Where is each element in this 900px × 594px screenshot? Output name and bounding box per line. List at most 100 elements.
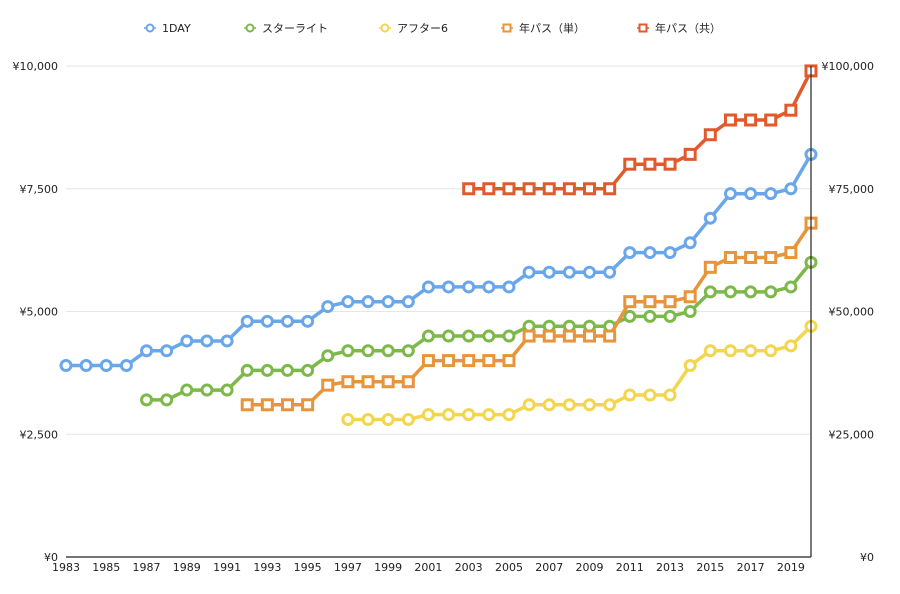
legend-label: 1DAY (162, 22, 191, 35)
data-point (663, 388, 677, 402)
data-point (361, 344, 375, 358)
data-point (301, 398, 315, 412)
data-point (341, 295, 355, 309)
data-point (462, 280, 476, 294)
series-line (247, 222, 813, 407)
data-point (160, 344, 174, 358)
data-point (280, 398, 294, 412)
data-point (623, 309, 637, 323)
data-point (723, 187, 737, 201)
data-point (764, 187, 778, 201)
data-point (200, 383, 214, 397)
x-tick-label: 1985 (92, 561, 120, 574)
data-point (522, 265, 536, 279)
data-point (160, 393, 174, 407)
data-point (341, 375, 355, 389)
data-point (744, 250, 758, 264)
right-tick-label: ¥100,000 (822, 60, 875, 73)
data-point (703, 260, 717, 274)
data-point (260, 398, 274, 412)
data-point (643, 309, 657, 323)
data-point (663, 295, 677, 309)
data-point (643, 246, 657, 260)
data-point (301, 363, 315, 377)
data-point (603, 265, 617, 279)
data-point (119, 359, 133, 373)
data-point (200, 334, 214, 348)
data-point (723, 113, 737, 127)
series-3 (240, 216, 818, 412)
data-point (140, 344, 154, 358)
data-point (321, 378, 335, 392)
x-tick-label: 1991 (213, 561, 241, 574)
data-point (260, 314, 274, 328)
x-tick-label: 2011 (616, 561, 644, 574)
data-point (683, 359, 697, 373)
legend-label: アフター6 (397, 22, 448, 35)
data-point (381, 413, 395, 427)
left-tick-label: ¥0 (44, 551, 58, 564)
data-point (482, 408, 496, 422)
x-tick-label: 2017 (737, 561, 765, 574)
data-point (542, 265, 556, 279)
data-point (381, 375, 395, 389)
data-point (220, 334, 234, 348)
data-point (703, 344, 717, 358)
data-point (99, 359, 113, 373)
data-point (140, 393, 154, 407)
x-tick-label: 2001 (414, 561, 442, 574)
left-tick-label: ¥2,500 (20, 428, 59, 441)
data-point (59, 359, 73, 373)
data-point (401, 375, 415, 389)
data-point (542, 329, 556, 343)
x-tick-label: 1995 (294, 561, 322, 574)
right-axis-ticks: ¥0 ¥25,000 ¥50,000 ¥75,000 ¥100,000 (822, 60, 875, 564)
data-point (421, 329, 435, 343)
data-point (401, 295, 415, 309)
data-point (703, 128, 717, 142)
data-point (240, 363, 254, 377)
data-point (462, 182, 476, 196)
data-point (442, 329, 456, 343)
legend-label: スターライト (262, 22, 328, 35)
data-point (562, 329, 576, 343)
data-point (643, 388, 657, 402)
data-point (502, 329, 516, 343)
right-tick-label: ¥25,000 (829, 428, 875, 441)
legend-marker (638, 23, 648, 33)
x-tick-label: 1983 (52, 561, 80, 574)
data-point (522, 329, 536, 343)
legend-label: 年パス（単） (519, 21, 585, 35)
data-point (784, 339, 798, 353)
data-point (764, 285, 778, 299)
data-point (421, 408, 435, 422)
legend-marker (380, 23, 390, 33)
data-point (603, 182, 617, 196)
data-point (744, 285, 758, 299)
left-axis-ticks: ¥0 ¥2,500 ¥5,000 ¥7,500 ¥10,000 (13, 60, 59, 564)
data-point (180, 334, 194, 348)
data-point (502, 182, 516, 196)
data-point (784, 103, 798, 117)
data-point (240, 314, 254, 328)
data-point (764, 344, 778, 358)
data-point (321, 300, 335, 314)
legend-item: 1DAY (144, 22, 191, 35)
data-point (562, 265, 576, 279)
x-tick-label: 2009 (576, 561, 604, 574)
data-point (502, 408, 516, 422)
data-point (683, 305, 697, 318)
data-point (683, 290, 697, 304)
data-point (482, 329, 496, 343)
data-point (623, 246, 637, 260)
data-point (280, 363, 294, 377)
data-point (522, 182, 536, 196)
data-point (462, 408, 476, 422)
data-point (764, 250, 778, 264)
data-point (623, 388, 637, 402)
data-point (79, 359, 93, 373)
data-point (723, 344, 737, 358)
data-point (260, 363, 274, 377)
data-point (421, 354, 435, 368)
data-point (280, 314, 294, 328)
